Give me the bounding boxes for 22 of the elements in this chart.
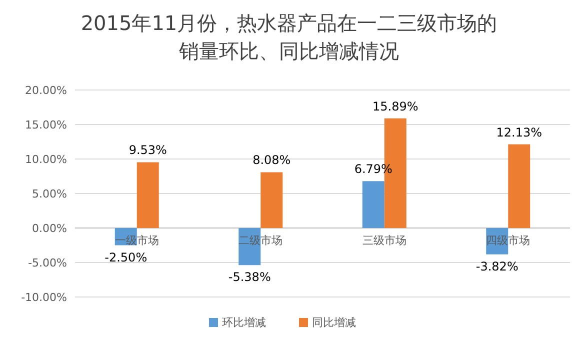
x-tick-label: 三级市场 [362, 234, 406, 247]
data-label: 15.89% [372, 99, 418, 114]
bar [260, 172, 283, 228]
data-label: 9.53% [128, 143, 167, 158]
bar [362, 181, 384, 228]
y-tick-label: 5.00% [32, 188, 67, 200]
y-tick-label: 0.00% [32, 222, 67, 235]
data-label: -5.38% [228, 270, 271, 284]
data-label: -2.50% [104, 250, 148, 264]
legend-label: 环比增减 [222, 316, 266, 329]
y-tick-label: 15.00% [25, 118, 67, 132]
data-label: 8.08% [252, 153, 291, 168]
data-label: 12.13% [496, 125, 542, 140]
y-tick-label: -5.00% [28, 256, 67, 270]
bar [136, 162, 159, 228]
bar [508, 144, 530, 228]
y-tick-label: -10.00% [21, 291, 67, 304]
y-tick-label: 20.00% [25, 84, 67, 97]
y-tick-label: 10.00% [25, 153, 67, 166]
chart-title: 2015年11月份，热水器产品在一二三级市场的销量环比、同比增减情况 [80, 11, 498, 63]
data-label: -3.82% [476, 259, 518, 274]
legend-label: 同比增减 [312, 316, 356, 329]
